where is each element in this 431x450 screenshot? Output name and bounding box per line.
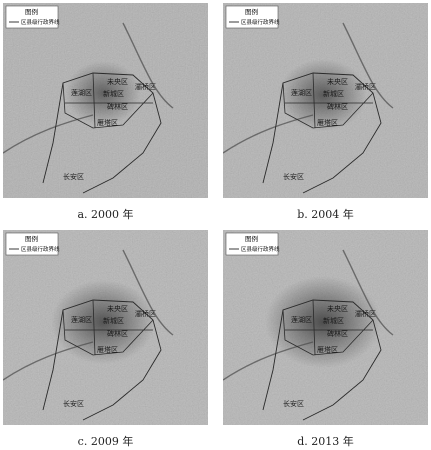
- map-2000: 图例 区县级行政界线 未央区 莲湖区 新城区 灞桥区 碑林区 雁塔区 长安区: [3, 3, 208, 198]
- district-label-beilin: 碑林区: [327, 329, 348, 338]
- map-2013: 图例 区县级行政界线 未央区 莲湖区 新城区 灞桥区 碑林区 雁塔区 长安区: [223, 230, 428, 425]
- district-label-beilin: 碑林区: [327, 102, 348, 111]
- district-label-changan: 长安区: [283, 399, 304, 408]
- legend-label: 区县级行政界线: [21, 18, 60, 26]
- district-label-weiyang: 未央区: [107, 77, 128, 86]
- district-label-lianhu: 莲湖区: [71, 88, 92, 97]
- legend-title: 图例: [25, 7, 38, 16]
- caption-2000: a. 2000 年: [77, 208, 134, 221]
- district-label-weiyang: 未央区: [107, 304, 128, 313]
- legend-label: 区县级行政界线: [21, 245, 60, 253]
- boundary-outer: [262, 299, 382, 421]
- legend-box: [5, 232, 59, 256]
- boundary-outer: [262, 72, 382, 194]
- district-label-changan: 长安区: [63, 399, 84, 408]
- map-panel-2000: 图例 区县级行政界线 未央区 莲湖区 新城区 灞桥区 碑林区 雁塔区 长安区: [3, 3, 208, 198]
- river: [3, 249, 174, 381]
- district-label-baqiao: 灞桥区: [355, 309, 376, 318]
- legend-title: 图例: [245, 7, 258, 16]
- district-label-weiyang: 未央区: [327, 304, 348, 313]
- district-label-lianhu: 莲湖区: [71, 315, 92, 324]
- legend-label: 区县级行政界线: [241, 18, 280, 26]
- district-label-beilin: 碑林区: [107, 102, 128, 111]
- map-panel-2013: 图例 区县级行政界线 未央区 莲湖区 新城区 灞桥区 碑林区 雁塔区 长安区: [223, 230, 428, 425]
- boundary-inner: [282, 72, 374, 129]
- map-panel-2004: 图例 区县级行政界线 未央区 莲湖区 新城区 灞桥区 碑林区 雁塔区 长安区: [223, 3, 428, 198]
- map-2004: 图例 区县级行政界线 未央区 莲湖区 新城区 灞桥区 碑林区 雁塔区 长安区: [223, 3, 428, 198]
- district-label-xincheng: 新城区: [103, 89, 124, 98]
- district-label-xincheng: 新城区: [323, 316, 344, 325]
- district-label-baqiao: 灞桥区: [135, 82, 156, 91]
- district-label-yanta: 雁塔区: [97, 345, 118, 354]
- map-2009: 图例 区县级行政界线 未央区 莲湖区 新城区 灞桥区 碑林区 雁塔区 长安区: [3, 230, 208, 425]
- legend-box: [5, 5, 59, 29]
- legend-label: 区县级行政界线: [241, 245, 280, 253]
- river: [3, 22, 174, 154]
- river: [223, 22, 394, 154]
- legend-title: 图例: [245, 234, 258, 243]
- legend-box: [225, 232, 279, 256]
- district-label-weiyang: 未央区: [327, 77, 348, 86]
- district-label-changan: 长安区: [283, 172, 304, 181]
- district-label-yanta: 雁塔区: [97, 118, 118, 127]
- urban-area: [65, 61, 141, 125]
- district-label-baqiao: 灞桥区: [135, 309, 156, 318]
- district-label-yanta: 雁塔区: [317, 118, 338, 127]
- district-label-yanta: 雁塔区: [317, 345, 338, 354]
- legend-title: 图例: [25, 234, 38, 243]
- boundary-outer: [42, 299, 162, 421]
- district-label-lianhu: 莲湖区: [291, 315, 312, 324]
- district-label-xincheng: 新城区: [323, 89, 344, 98]
- district-label-lianhu: 莲湖区: [291, 88, 312, 97]
- caption-2013: d. 2013 年: [297, 435, 354, 448]
- boundary-inner: [282, 299, 374, 356]
- district-label-xincheng: 新城区: [103, 316, 124, 325]
- district-label-changan: 长安区: [63, 172, 84, 181]
- urban-area: [51, 280, 155, 364]
- district-label-beilin: 碑林区: [107, 329, 128, 338]
- caption-2004: b. 2004 年: [297, 208, 354, 221]
- legend-box: [225, 5, 279, 29]
- boundary-inner: [62, 299, 154, 356]
- caption-2009: c. 2009 年: [77, 435, 134, 448]
- district-label-baqiao: 灞桥区: [355, 82, 376, 91]
- boundary-outer: [42, 72, 162, 194]
- river: [223, 249, 394, 381]
- map-panel-2009: 图例 区县级行政界线 未央区 莲湖区 新城区 灞桥区 碑林区 雁塔区 长安区: [3, 230, 208, 425]
- boundary-inner: [62, 72, 154, 129]
